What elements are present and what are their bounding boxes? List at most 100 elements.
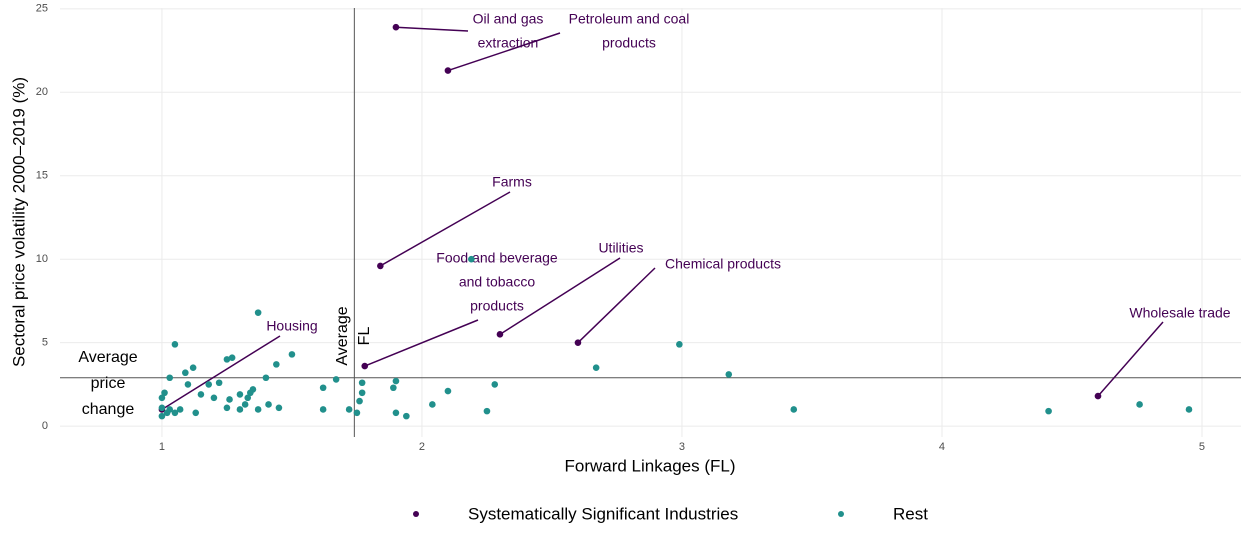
reference-label: Average: [334, 306, 351, 365]
annotation-connector: [395, 26, 469, 32]
point: [184, 381, 192, 388]
annotation-label: Food and beverage: [436, 250, 558, 266]
point: [241, 401, 249, 408]
point: [254, 406, 262, 413]
annotation-connector: [161, 335, 281, 411]
annotation-label: Housing: [266, 318, 317, 334]
annotation-label: Utilities: [598, 240, 643, 256]
point: [332, 376, 340, 383]
point: [236, 391, 244, 398]
annotation-label: Farms: [492, 174, 532, 190]
point: [676, 341, 683, 348]
point: [171, 341, 179, 348]
x-tick-label: 5: [1199, 441, 1205, 453]
point: [215, 379, 223, 387]
point: [1136, 401, 1143, 408]
reference-label: FL: [356, 327, 373, 346]
point: [158, 404, 166, 412]
point: [182, 369, 189, 377]
point: [345, 406, 353, 413]
point: [158, 412, 166, 420]
point: [236, 406, 244, 413]
y-tick-label: 15: [36, 170, 48, 182]
annotation-label: products: [470, 298, 524, 314]
annotation-connector: [577, 267, 656, 344]
y-tick-label: 10: [36, 253, 48, 265]
point: [262, 374, 270, 382]
legend-label: Rest: [893, 504, 928, 523]
point: [390, 384, 397, 392]
x-tick-label: 2: [419, 441, 425, 453]
annotation-label: and tobacco: [459, 274, 535, 290]
point: [468, 255, 475, 263]
annotation-label: Oil and gas: [473, 11, 544, 27]
annotation-label: Chemical products: [665, 256, 781, 272]
point: [223, 356, 231, 363]
point: [158, 394, 166, 402]
point: [254, 309, 262, 316]
y-tick-label: 0: [42, 420, 48, 432]
point: [176, 406, 184, 413]
point: [265, 401, 272, 408]
point: [288, 351, 296, 358]
x-tick-label: 1: [159, 441, 165, 453]
point: [353, 409, 361, 417]
reference-label: change: [82, 401, 135, 418]
point: [429, 401, 436, 408]
annotation-label: extraction: [478, 35, 539, 51]
point: [1045, 407, 1052, 415]
point: [205, 381, 213, 388]
annotation-label: Petroleum and coal: [569, 11, 690, 27]
annotation-connector: [499, 257, 621, 335]
point: [166, 374, 174, 382]
y-tick-label: 20: [36, 86, 48, 98]
annotation-connector: [364, 319, 479, 367]
reference-label: price: [91, 375, 126, 392]
point: [392, 377, 400, 385]
point: [358, 379, 366, 387]
point: [210, 394, 218, 402]
point: [592, 364, 600, 372]
legend-label: Systematically Significant Industries: [468, 504, 738, 523]
point: [226, 396, 233, 403]
point: [491, 381, 499, 388]
annotation-connector: [379, 191, 511, 267]
y-tick-label: 5: [42, 337, 48, 349]
legend-marker: [413, 511, 419, 517]
annotation-label: Wholesale trade: [1129, 305, 1230, 321]
x-axis-title: Forward Linkages (FL): [564, 456, 735, 475]
point: [161, 389, 168, 397]
point: [223, 404, 231, 412]
point: [163, 409, 171, 417]
point: [725, 371, 733, 378]
point: [356, 397, 363, 405]
legend-marker: [838, 511, 844, 517]
point: [189, 364, 197, 372]
point: [197, 391, 205, 398]
point: [275, 404, 283, 412]
point: [483, 407, 491, 415]
point: [319, 384, 327, 392]
point: [358, 389, 366, 397]
point: [273, 361, 280, 368]
annotation-label: products: [602, 35, 656, 51]
point: [444, 387, 452, 395]
annotation-connector: [1097, 321, 1164, 397]
point: [319, 406, 327, 413]
x-tick-label: 3: [679, 441, 685, 453]
point: [247, 389, 254, 397]
point: [171, 409, 179, 417]
point: [392, 409, 400, 417]
point: [1185, 406, 1193, 413]
point: [244, 394, 252, 402]
y-tick-label: 25: [36, 3, 48, 15]
reference-label: Average: [78, 349, 137, 366]
point: [228, 354, 236, 362]
x-tick-label: 4: [939, 441, 945, 453]
point: [403, 412, 410, 420]
annotation-connector: [447, 32, 561, 72]
point: [790, 406, 798, 413]
y-axis-title: Sectoral price volatility 2000–2019 (%): [9, 77, 28, 367]
point: [192, 409, 200, 417]
